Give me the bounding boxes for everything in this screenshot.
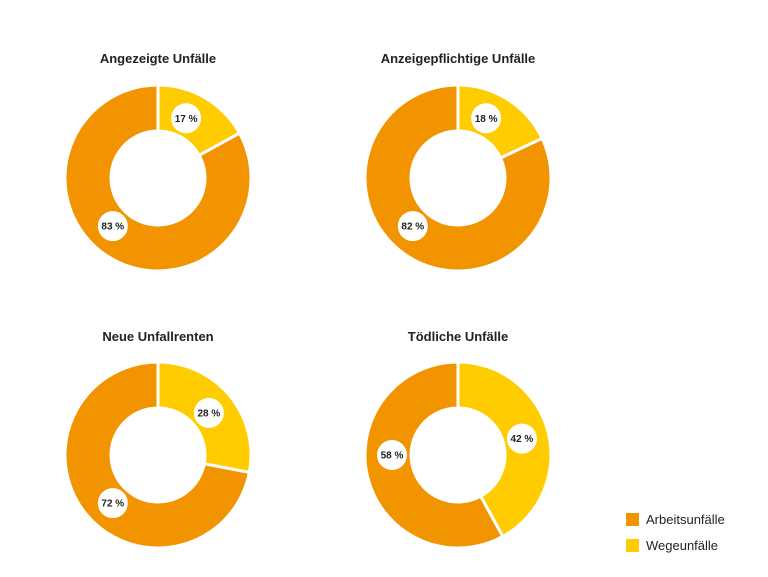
donut-chart-2: Anzeigepflichtige Unfälle 18 % 82 %: [363, 51, 553, 273]
legend-label-wegeunfaelle: Wegeunfälle: [646, 537, 719, 553]
legend-label-arbeitsunfaelle: Arbeitsunfälle: [646, 511, 725, 527]
chart-title: Tödliche Unfälle: [408, 329, 508, 344]
value-label-badge: [97, 488, 128, 519]
value-label-badge: [171, 103, 202, 134]
value-label-wegeunfaelle: 18 %: [475, 114, 498, 125]
legend-item-arbeitsunfaelle: Arbeitsunfälle: [626, 510, 725, 528]
value-label-badge: [397, 211, 428, 242]
legend-item-wegeunfaelle: Wegeunfälle: [626, 536, 725, 554]
chart-title: Anzeigepflichtige Unfälle: [381, 51, 536, 66]
donut-chart-4: Tödliche Unfälle 42 % 58 %: [363, 329, 553, 550]
donut-segment-wegeunfaelle: [456, 360, 553, 539]
donut-chart-3: Neue Unfallrenten 28 % 72 %: [63, 329, 253, 550]
value-label-arbeitsunfaelle: 72 %: [101, 499, 124, 510]
legend-swatch-arbeitsunfaelle: [626, 512, 639, 526]
legend-swatch-wegeunfaelle: [626, 538, 639, 552]
legend: Arbeitsunfälle Wegeunfälle: [626, 510, 725, 562]
value-label-badge: [471, 103, 502, 134]
chart-title: Angezeigte Unfälle: [100, 51, 216, 66]
value-label-badge: [506, 423, 537, 454]
value-label-wegeunfaelle: 42 %: [511, 434, 534, 445]
chart-title: Neue Unfallrenten: [102, 329, 213, 344]
value-label-badge: [193, 397, 224, 428]
value-label-arbeitsunfaelle: 82 %: [401, 222, 424, 233]
value-label-wegeunfaelle: 17 %: [175, 114, 198, 125]
value-label-badge: [377, 440, 407, 470]
donut-chart-1: Angezeigte Unfälle 17 % 83 %: [63, 51, 253, 273]
donut-segment-arbeitsunfaelle: [363, 360, 505, 550]
value-label-arbeitsunfaelle: 58 %: [381, 451, 404, 462]
value-label-arbeitsunfaelle: 83 %: [101, 222, 124, 233]
value-label-badge: [97, 211, 128, 242]
value-label-wegeunfaelle: 28 %: [197, 408, 220, 419]
